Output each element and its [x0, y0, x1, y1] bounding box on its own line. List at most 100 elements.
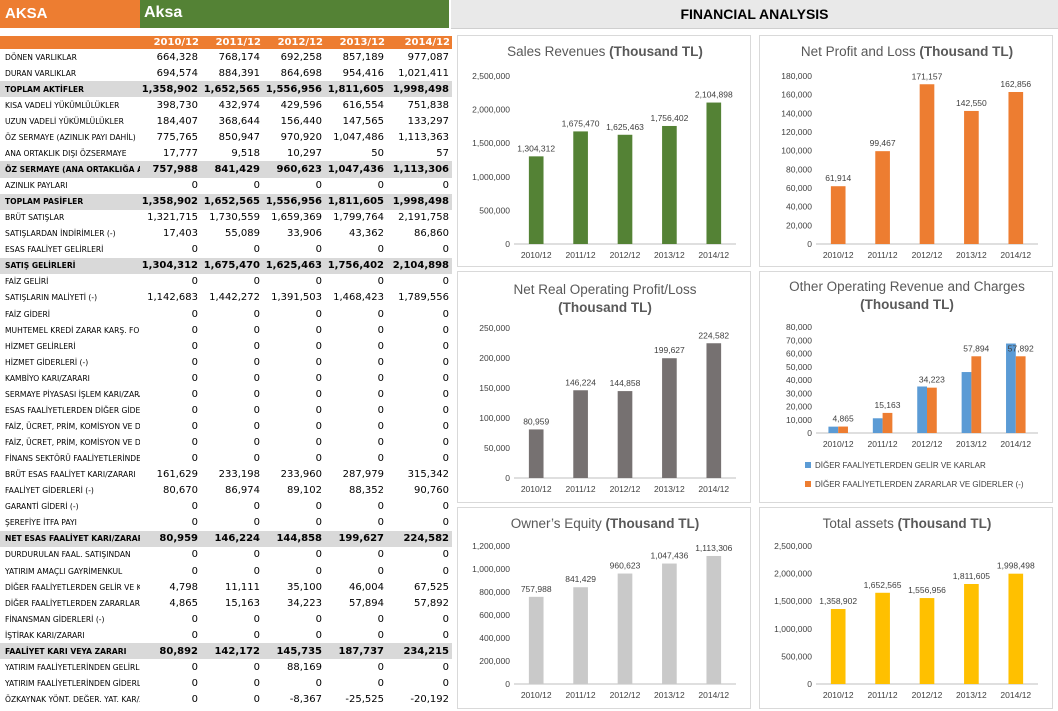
- y-tick-label: 200,000: [479, 656, 510, 666]
- cell-value: 55,089: [225, 228, 260, 240]
- cell-value: 0: [315, 372, 322, 384]
- table-row: ESAS FAALİYET GELİRLERİ 0 0 0 0 0: [0, 242, 452, 258]
- cell-value: 0: [191, 388, 198, 400]
- company-header: Aksa: [140, 0, 449, 28]
- y-tick-label: 1,200,000: [472, 541, 510, 551]
- bar: [573, 131, 588, 244]
- cell-value: 142,172: [201, 643, 263, 660]
- bar: [882, 412, 893, 433]
- row-label: ŞEREFİYE İTFA PAYI: [5, 518, 77, 528]
- bar: [706, 102, 722, 244]
- cell-value: 1,391,503: [271, 292, 322, 304]
- cell-value: 1,047,486: [333, 131, 384, 143]
- cell-value: 50: [371, 147, 384, 159]
- chart-title-unit: (Thousand TL): [609, 44, 703, 59]
- cell-value: 0: [377, 308, 384, 320]
- row-label: FAİZ GELİRİ: [5, 277, 49, 287]
- row-label: TOPLAM AKTİFLER: [0, 81, 140, 98]
- cell-value: 0: [315, 549, 322, 561]
- cell-value: 46,004: [349, 581, 384, 593]
- cell-value: 0: [191, 437, 198, 449]
- year-header: 2013/12: [325, 36, 387, 49]
- y-tick-label: 2,500,000: [472, 71, 510, 81]
- cell-value: 0: [253, 372, 260, 384]
- legend-label: DİĞER FAALİYETLERDEN GELİR VE KARLAR: [815, 461, 986, 470]
- x-tick-label: 2012/12: [610, 250, 641, 260]
- cell-value: 751,838: [407, 99, 449, 111]
- cell-value: 1,556,956: [263, 193, 325, 210]
- bar: [706, 555, 722, 684]
- chart-sales: Sales Revenues (Thousand TL) 0 500,000 1,00…: [472, 44, 736, 260]
- cell-value: 0: [191, 404, 198, 416]
- cell-value: 0: [315, 437, 322, 449]
- cell-value: 0: [253, 453, 260, 465]
- x-tick-label: 2014/12: [698, 484, 729, 494]
- header-blank-cell: [0, 36, 140, 49]
- chart-title-unit: (Thousand TL): [606, 516, 700, 531]
- row-label: SERMAYE PİYASASI İŞLEM KARI/ZARARI: [5, 389, 140, 399]
- bar: [961, 372, 972, 433]
- y-tick-label: 180,000: [781, 71, 812, 81]
- table-row: DÖNEN VARLIKLAR 664,328 768,174 692,258 857,…: [0, 49, 452, 65]
- y-tick-label: 1,000,000: [472, 172, 510, 182]
- x-tick-label: 2010/12: [521, 690, 552, 700]
- cell-value: 1,556,956: [263, 81, 325, 98]
- y-tick-label: 80,000: [786, 164, 812, 174]
- cell-value: 35,100: [287, 581, 322, 593]
- bar: [927, 387, 937, 433]
- x-tick-label: 2010/12: [521, 484, 552, 494]
- cell-value: 2,191,758: [398, 212, 449, 224]
- table-header-row: 2010/12 2011/12 2012/12 2013/12 2014/12: [0, 36, 452, 49]
- table-row: FAALİYET GİDERLERİ (-) 80,670 86,974 89,102…: [0, 483, 452, 499]
- chart-other-operating: Other Operating Revenue and Charges (Thou…: [786, 279, 1038, 489]
- cell-value: 86,860: [414, 228, 449, 240]
- row-label: FAİZ GİDERİ: [5, 309, 51, 319]
- year-header: 2012/12: [263, 36, 325, 49]
- cell-value: 0: [315, 629, 322, 641]
- cell-value: 0: [442, 388, 449, 400]
- y-tick-label: 0: [505, 239, 510, 249]
- y-tick-label: 2,000,000: [472, 105, 510, 115]
- cell-value: 0: [315, 308, 322, 320]
- financial-table: 2010/12 2011/12 2012/12 2013/12 2014/12 DÖNE…: [0, 36, 452, 708]
- cell-value: 0: [315, 517, 322, 529]
- cell-value: 0: [315, 677, 322, 689]
- cell-value: 0: [191, 677, 198, 689]
- cell-value: 0: [442, 565, 449, 577]
- cell-value: 0: [315, 324, 322, 336]
- row-label: SATIŞLARIN MALİYETİ (-): [5, 293, 98, 303]
- table-row: ÖZ SERMAYE (ANA ORTAKLIĞA AİT) 757,988 841…: [0, 161, 452, 178]
- cell-value: 88,352: [349, 485, 384, 497]
- cell-value: 0: [315, 276, 322, 288]
- table-row: ANA ORTAKLIK DIŞI ÖZSERMAYE 17,777 9,518 10…: [0, 145, 452, 161]
- y-tick-label: 200,000: [479, 353, 510, 363]
- cell-value: 1,113,363: [398, 131, 449, 143]
- chart-title-unit: (Thousand TL): [860, 297, 954, 312]
- row-label: SATIŞLARDAN İNDİRİMLER (-): [5, 229, 116, 239]
- table-row: SATIŞ GELİRLERİ 1,304,312 1,675,470 1,625,4…: [0, 257, 452, 274]
- y-tick-label: 800,000: [479, 587, 510, 597]
- cell-value: 0: [377, 453, 384, 465]
- cell-value: 4,865: [169, 597, 198, 609]
- table-row: DURDURULAN FAAL. SATIŞINDAN 0 0 0 0 0: [0, 547, 452, 563]
- y-tick-label: 20,000: [786, 220, 812, 230]
- cell-value: 0: [442, 180, 449, 192]
- cell-value: 775,765: [156, 131, 198, 143]
- row-label: UZUN VADELİ YÜKÜMLÜLÜKLER: [5, 116, 124, 126]
- row-label: ÖZKAYNAK YÖNT. DEĞER. YAT. KAR/ZARAR: [5, 695, 140, 705]
- table-row: GARANTİ GİDERİ (-) 0 0 0 0 0: [0, 499, 452, 515]
- bar: [662, 358, 677, 478]
- data-label: 142,550: [956, 98, 987, 108]
- table-row: SATIŞLARDAN İNDİRİMLER (-) 17,403 55,089 33…: [0, 226, 452, 242]
- row-label: YATIRIM FAALİYETLERİNDEN GELİRLER: [5, 662, 140, 672]
- chart-title-main: Net Profit and Loss: [801, 44, 920, 59]
- cell-value: 0: [191, 613, 198, 625]
- bar: [1015, 356, 1026, 433]
- bar: [830, 186, 846, 244]
- chart-title: Owner’s Equity (Thousand TL): [511, 516, 700, 531]
- cell-value: 90,760: [414, 485, 449, 497]
- cell-value: -20,192: [410, 694, 449, 706]
- y-tick-label: 100,000: [781, 146, 812, 156]
- cell-value: 80,959: [140, 530, 201, 547]
- y-tick-label: 250,000: [479, 323, 510, 333]
